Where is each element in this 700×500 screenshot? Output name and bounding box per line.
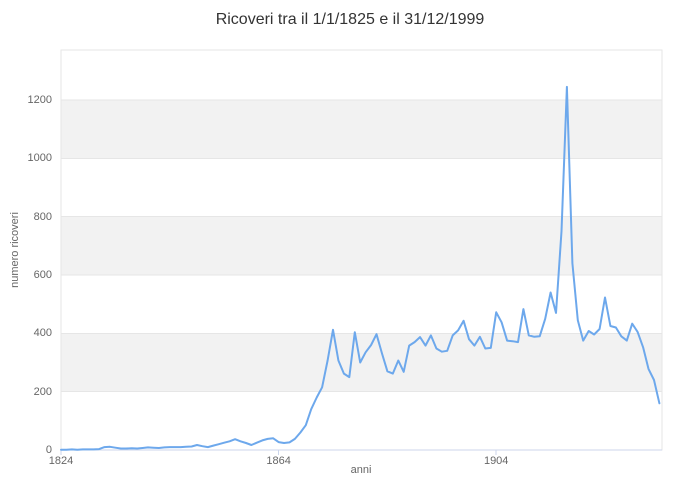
y-tick-label: 600 <box>33 269 52 281</box>
series-line[interactable] <box>60 85 661 451</box>
y-tick-label: 1200 <box>27 94 52 106</box>
chart-title: Ricoveri tra il 1/1/1825 e il 31/12/1999 <box>215 11 485 28</box>
grid-band <box>61 100 662 159</box>
grid-band <box>61 333 662 392</box>
y-tick-label: 800 <box>33 210 52 223</box>
x-tick-label: 1824 <box>48 455 74 467</box>
y-axis-labels: 0 200 400 600 800 1000 1200 <box>0 0 52 500</box>
x-tick-label: 1864 <box>266 455 291 467</box>
y-tick-label: 200 <box>33 385 52 398</box>
x-axis-title: anni <box>350 464 372 476</box>
y-tick-label: 400 <box>33 327 52 340</box>
y-tick-label: 1000 <box>27 152 52 165</box>
x-tick-label: 1904 <box>483 455 509 467</box>
y-tick-label: 0 <box>45 444 52 456</box>
x-axis-labels: 1824 1864 1904 <box>0 455 700 469</box>
